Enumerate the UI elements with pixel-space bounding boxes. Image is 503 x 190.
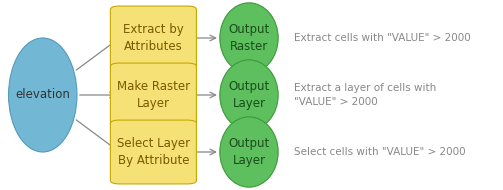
Text: Extract a layer of cells with
"VALUE" > 2000: Extract a layer of cells with "VALUE" > …	[294, 83, 437, 107]
Ellipse shape	[9, 38, 77, 152]
Text: Select cells with "VALUE" > 2000: Select cells with "VALUE" > 2000	[294, 147, 466, 157]
FancyBboxPatch shape	[110, 63, 196, 127]
Text: Select Layer
By Attribute: Select Layer By Attribute	[117, 137, 190, 167]
Ellipse shape	[220, 60, 278, 130]
Text: elevation: elevation	[15, 89, 70, 101]
Ellipse shape	[220, 3, 278, 73]
Text: Extract by
Attributes: Extract by Attributes	[123, 23, 184, 53]
Text: Extract cells with "VALUE" > 2000: Extract cells with "VALUE" > 2000	[294, 33, 471, 43]
FancyBboxPatch shape	[110, 120, 196, 184]
Ellipse shape	[220, 117, 278, 187]
Text: Output
Raster: Output Raster	[228, 23, 270, 53]
Text: Output
Layer: Output Layer	[228, 80, 270, 110]
Text: Make Raster
Layer: Make Raster Layer	[117, 80, 190, 110]
FancyBboxPatch shape	[110, 6, 196, 70]
Text: Output
Layer: Output Layer	[228, 137, 270, 167]
